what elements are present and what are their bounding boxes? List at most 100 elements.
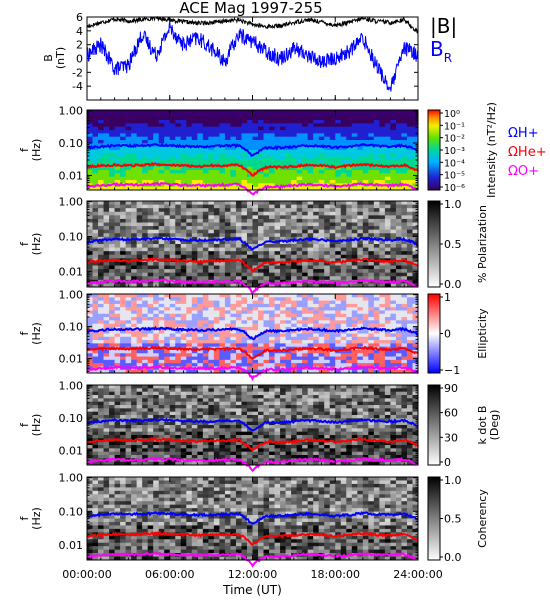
spectrogram-cell bbox=[241, 276, 248, 281]
spectrogram-cell bbox=[269, 140, 275, 144]
spectrogram-cell bbox=[120, 395, 127, 399]
spectrogram-cell bbox=[219, 215, 226, 220]
spectrogram-cell bbox=[136, 251, 143, 256]
spectrogram-cell bbox=[307, 150, 314, 154]
spectrogram-cell bbox=[280, 276, 286, 281]
spectrogram-cell bbox=[219, 136, 226, 141]
spectrogram-cell bbox=[252, 180, 259, 184]
spectrogram-cell bbox=[274, 300, 281, 305]
spectrogram-cell bbox=[285, 346, 292, 351]
spectrogram-cell bbox=[368, 340, 375, 344]
spectrogram-cell bbox=[395, 353, 402, 357]
spectrogram-cell bbox=[296, 251, 303, 256]
spectrogram-cell bbox=[280, 208, 286, 213]
spectrogram-cell bbox=[241, 303, 248, 308]
spectrogram-cell bbox=[109, 272, 115, 277]
spectrogram-cell bbox=[114, 401, 121, 406]
spectrogram-cell bbox=[246, 156, 253, 161]
spectrogram-cell bbox=[406, 215, 413, 220]
spectrogram-cell bbox=[384, 211, 391, 216]
spectrogram-cell bbox=[224, 320, 231, 325]
spectrogram-cell bbox=[346, 153, 353, 158]
spectrogram-cell bbox=[368, 247, 375, 252]
spectrogram-cell bbox=[368, 317, 375, 321]
spectrogram-cell bbox=[373, 313, 380, 318]
spectrogram-cell bbox=[175, 323, 182, 328]
spectrogram-cell bbox=[202, 261, 209, 266]
spectrogram-cell bbox=[357, 116, 364, 121]
spectrogram-cell bbox=[340, 240, 347, 245]
spectrogram-cell bbox=[241, 294, 248, 298]
spectrogram-cell bbox=[125, 201, 132, 205]
spectrogram-cell bbox=[158, 269, 165, 274]
spectrogram-cell bbox=[153, 136, 160, 141]
spectrogram-cell bbox=[186, 330, 193, 334]
spectrogram-cell bbox=[131, 247, 138, 252]
spectrogram-cell bbox=[147, 455, 154, 459]
spectrogram-cell bbox=[175, 130, 182, 134]
spectrogram-cell bbox=[362, 300, 369, 305]
spectrogram-cell bbox=[274, 153, 281, 158]
spectrogram-cell bbox=[175, 369, 182, 374]
spectrogram-cell bbox=[120, 156, 127, 161]
spectrogram-cell bbox=[406, 323, 413, 328]
spectrogram-cell bbox=[208, 201, 215, 205]
spectrogram-cell bbox=[230, 320, 237, 325]
spectrogram-cell bbox=[164, 116, 171, 121]
spectrogram-cell bbox=[147, 343, 154, 348]
spectrogram-cell bbox=[362, 294, 369, 298]
spectrogram-cell bbox=[252, 229, 259, 234]
spectrogram-cell bbox=[197, 173, 204, 178]
spectrogram-cell bbox=[329, 313, 336, 318]
spectrogram-cell bbox=[153, 163, 160, 168]
spectrogram-cell bbox=[103, 261, 110, 266]
spectrogram-cell bbox=[406, 313, 413, 318]
spectrogram-cell bbox=[313, 317, 320, 321]
spectrogram-cell bbox=[230, 229, 237, 234]
spectrogram-cell bbox=[202, 244, 209, 248]
spectrogram-cell bbox=[263, 353, 270, 357]
spectrogram-cell bbox=[258, 226, 264, 231]
spectrogram-cell bbox=[324, 120, 331, 124]
spectrogram-cell bbox=[175, 330, 182, 334]
spectrogram-cell bbox=[384, 136, 391, 141]
spectrogram-cell bbox=[175, 300, 182, 305]
spectrogram-cell bbox=[158, 204, 165, 209]
spectrogram-cell bbox=[274, 136, 281, 141]
spectrogram-cell bbox=[98, 272, 104, 277]
spectrogram-cell bbox=[125, 215, 132, 220]
spectrogram-cell bbox=[318, 170, 325, 174]
spectrogram-cell bbox=[131, 254, 138, 259]
spectrogram-cell bbox=[373, 261, 380, 266]
spectrogram-cell bbox=[406, 353, 413, 357]
spectrogram-cell bbox=[368, 323, 375, 328]
spectrogram-cell bbox=[92, 353, 99, 357]
spectrogram-cell bbox=[197, 123, 204, 128]
spectrogram-cell bbox=[351, 211, 358, 216]
spectrogram-cell bbox=[202, 229, 209, 234]
spectrogram-cell bbox=[224, 130, 231, 134]
spectrogram-cell bbox=[114, 294, 121, 298]
spectrogram-cell bbox=[373, 211, 380, 216]
spectrogram-cell bbox=[98, 448, 104, 453]
spectrogram-cell bbox=[87, 310, 93, 315]
spectrogram-cell bbox=[224, 215, 231, 220]
spectrogram-cell bbox=[318, 133, 325, 138]
spectrogram-cell bbox=[412, 297, 419, 301]
spectrogram-cell bbox=[258, 201, 264, 205]
spectrogram-cell bbox=[191, 173, 198, 178]
spectrogram-cell bbox=[269, 353, 275, 357]
spectrogram-cell bbox=[351, 343, 358, 348]
spectrogram-cell bbox=[335, 173, 342, 178]
spectrogram-cell bbox=[280, 326, 286, 331]
spectrogram-cell bbox=[208, 208, 215, 213]
spectrogram-cell bbox=[412, 300, 419, 305]
spectrogram-cell bbox=[175, 461, 182, 466]
spectrogram-cell bbox=[147, 336, 154, 341]
spectrogram-cell bbox=[153, 261, 160, 266]
spectrogram-cell bbox=[235, 146, 242, 151]
spectrogram-cell bbox=[136, 451, 143, 456]
spectrogram-cell bbox=[120, 425, 127, 429]
spectrogram-cell bbox=[346, 215, 353, 220]
spectrogram-cell bbox=[296, 146, 303, 151]
